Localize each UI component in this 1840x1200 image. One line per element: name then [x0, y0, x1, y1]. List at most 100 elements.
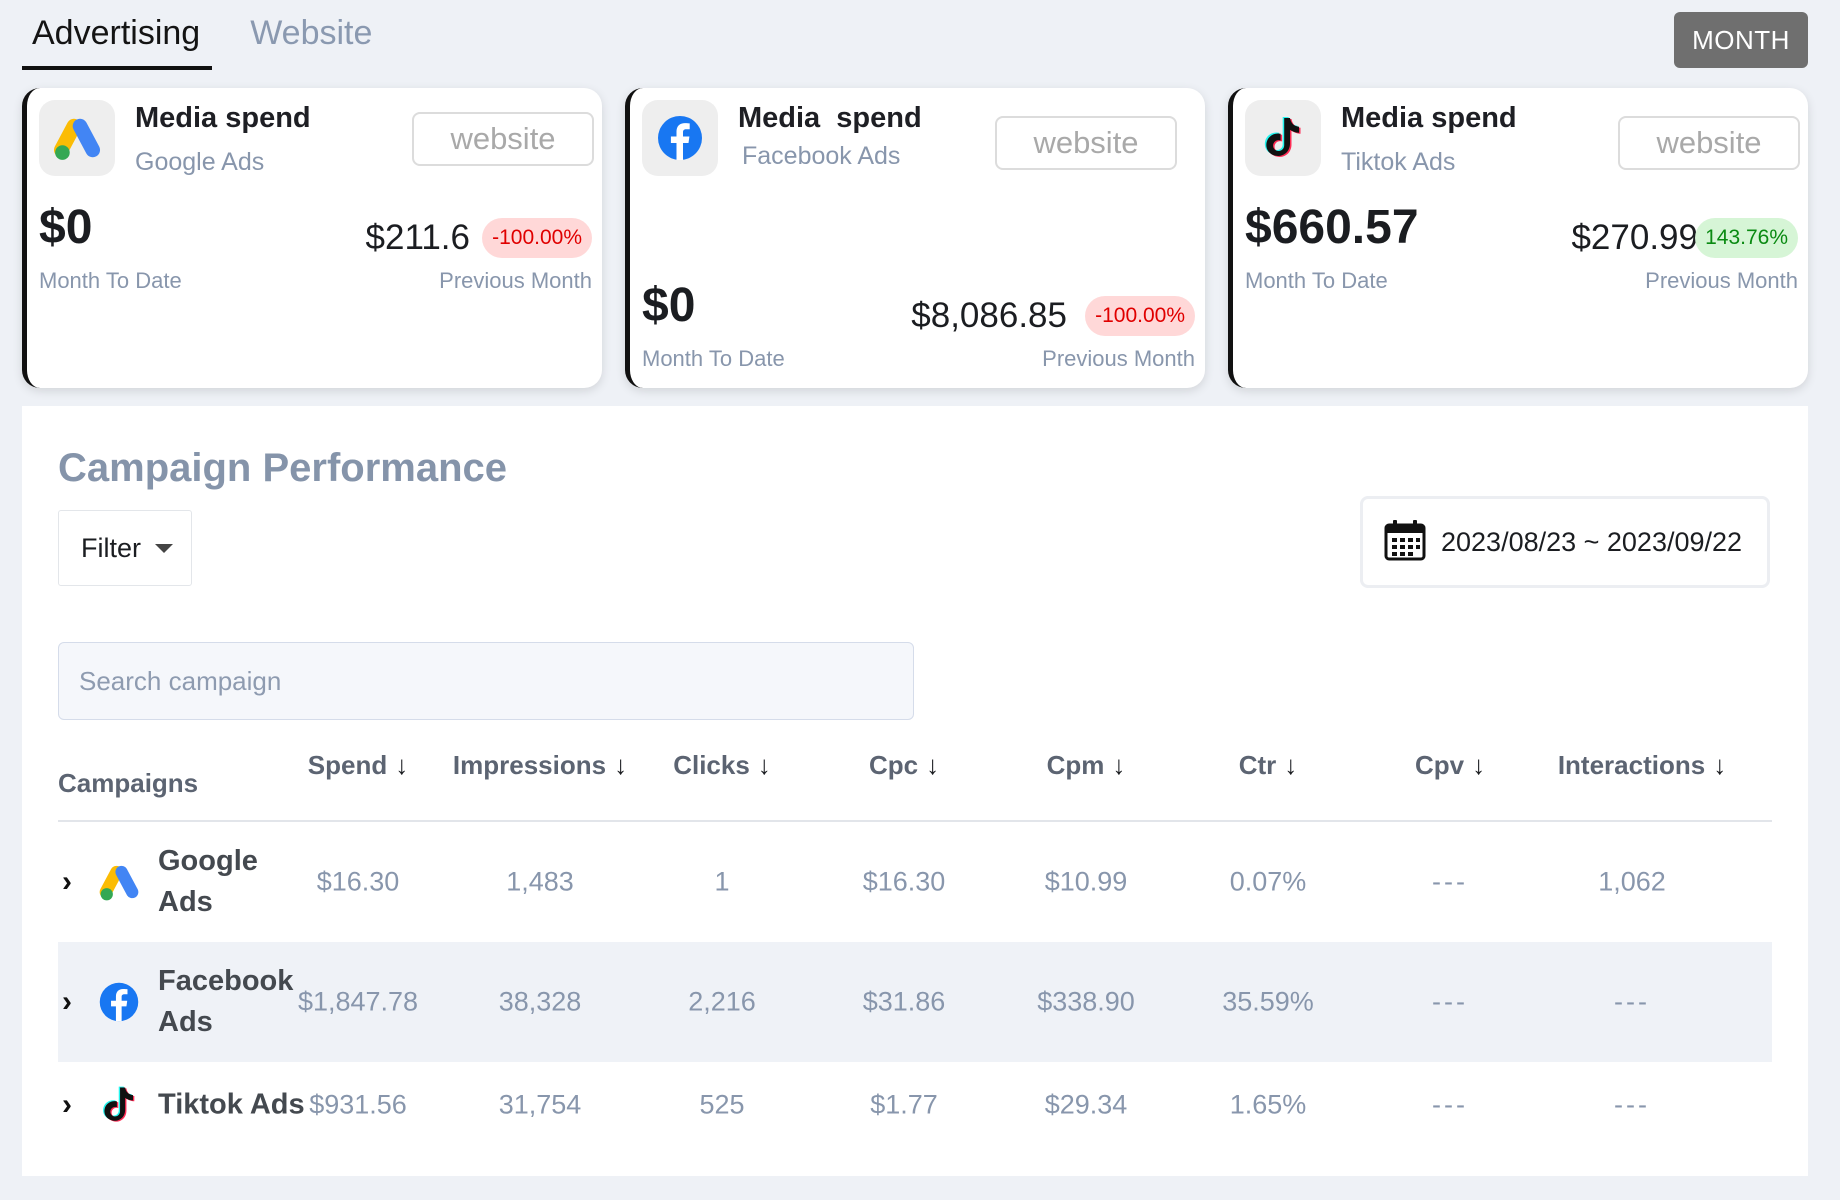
cell-cpm: $10.99 — [1044, 866, 1128, 897]
media-spend-card-google: Media spend Google Ads website $0 Month … — [22, 88, 602, 388]
column-header-campaigns: Campaigns — [58, 768, 199, 798]
cell-clicks: 1 — [714, 866, 730, 897]
month-to-date-value: $0 — [39, 201, 93, 254]
column-header-spend[interactable]: Spend ↓ — [268, 750, 448, 781]
column-header-clicks[interactable]: Clicks ↓ — [632, 750, 812, 781]
column-header-cpv[interactable]: Cpv ↓ — [1360, 750, 1540, 781]
month-to-date-label: Month To Date — [642, 346, 785, 371]
cell-cpv: --- — [1432, 1089, 1468, 1120]
panel-title: Campaign Performance — [58, 446, 508, 490]
cell-cpc: $16.30 — [862, 866, 946, 897]
card-title: Media spend — [1341, 102, 1517, 134]
tab-advertising[interactable]: Advertising — [22, 0, 213, 70]
media-spend-card-facebook: Media spend Facebook Ads website $0 Mont… — [625, 88, 1205, 388]
sort-arrow-icon: ↓ — [614, 750, 628, 780]
cell-interactions: --- — [1614, 1089, 1650, 1120]
table-row: › Google Ads $16.30 1,483 1 $16.30 $10.9… — [58, 822, 1772, 942]
card-platform: Facebook Ads — [742, 142, 901, 170]
tiktok-icon — [1245, 100, 1321, 176]
website-button[interactable]: website — [1618, 116, 1800, 170]
chevron-right-icon[interactable]: › — [62, 865, 72, 898]
cell-ctr: 35.59% — [1222, 986, 1314, 1017]
sort-arrow-icon: ↓ — [1713, 750, 1727, 780]
month-to-date-value: $0 — [642, 279, 696, 332]
cell-spend: $16.30 — [316, 866, 400, 897]
month-to-date-value: $660.57 — [1245, 201, 1419, 254]
change-badge: 143.76% — [1695, 218, 1798, 258]
cell-cpc: $31.86 — [862, 986, 946, 1017]
campaign-name: Google Ads — [158, 845, 258, 918]
cell-ctr: 1.65% — [1229, 1089, 1307, 1120]
column-header-ctr[interactable]: Ctr ↓ — [1178, 750, 1358, 781]
filter-dropdown[interactable]: Filter — [58, 510, 192, 586]
column-header-interactions[interactable]: Interactions ↓ — [1552, 750, 1732, 781]
website-button[interactable]: website — [995, 116, 1177, 170]
previous-month-value: $8,086.85 — [911, 296, 1067, 335]
card-title: Media spend — [135, 102, 311, 134]
google-ads-icon — [98, 861, 140, 903]
sort-arrow-icon: ↓ — [1472, 750, 1486, 780]
change-badge: -100.00% — [482, 218, 592, 258]
facebook-icon — [642, 100, 718, 176]
table-header: Campaigns Spend ↓ Impressions ↓ Clicks ↓ Cp… — [58, 736, 1772, 822]
card-title: Media spend — [738, 102, 922, 134]
period-month-button[interactable]: MONTH — [1674, 12, 1808, 68]
website-button[interactable]: website — [412, 112, 594, 166]
cell-ctr: 0.07% — [1229, 866, 1307, 897]
cell-cpm: $338.90 — [1037, 986, 1135, 1017]
column-label: Cpv — [1414, 750, 1465, 780]
month-to-date-label: Month To Date — [39, 268, 182, 293]
google-ads-icon — [39, 100, 115, 176]
cell-impressions: 38,328 — [498, 986, 582, 1017]
table-row: › Facebook Ads $1,847.78 38,328 2,216 $3… — [58, 942, 1772, 1062]
tiktok-icon — [98, 1084, 140, 1126]
cell-cpc: $1.77 — [870, 1089, 938, 1120]
caret-down-icon — [155, 543, 173, 553]
campaign-performance-panel: Campaign Performance Filter 2023/08/23 ~… — [22, 406, 1808, 1176]
sort-arrow-icon: ↓ — [395, 750, 409, 780]
sort-arrow-icon: ↓ — [1112, 750, 1126, 780]
facebook-icon — [98, 981, 140, 1023]
column-label: Spend — [307, 750, 388, 780]
tab-website[interactable]: Website — [250, 14, 373, 52]
column-label: Impressions — [452, 750, 607, 780]
previous-month-label: Previous Month — [1042, 346, 1195, 371]
media-spend-cards: Media spend Google Ads website $0 Month … — [22, 88, 1808, 388]
chevron-right-icon[interactable]: › — [62, 1088, 72, 1121]
card-platform: Tiktok Ads — [1341, 148, 1456, 176]
sort-arrow-icon: ↓ — [757, 750, 771, 780]
search-campaign-input[interactable] — [58, 642, 914, 720]
cell-spend: $1,847.78 — [297, 986, 419, 1017]
column-label: Cpm — [1046, 750, 1105, 780]
cell-spend: $931.56 — [309, 1089, 407, 1120]
sort-arrow-icon: ↓ — [926, 750, 940, 780]
top-tabs: Advertising Website — [22, 0, 382, 70]
column-label: Ctr — [1238, 750, 1277, 780]
campaign-table: Campaigns Spend ↓ Impressions ↓ Clicks ↓ Cp… — [58, 736, 1772, 1148]
cell-clicks: 525 — [699, 1089, 745, 1120]
previous-month-value: $270.99 — [1571, 218, 1698, 257]
calendar-icon — [1383, 518, 1427, 567]
table-row: › Tiktok Ads $931.56 31,754 525 $1.77 $2… — [58, 1062, 1772, 1148]
cell-impressions: 31,754 — [498, 1089, 582, 1120]
cell-interactions: 1,062 — [1598, 866, 1666, 897]
column-header-impressions[interactable]: Impressions ↓ — [450, 750, 630, 781]
column-label: Clicks — [673, 750, 750, 780]
cell-cpv: --- — [1432, 986, 1468, 1017]
cell-cpv: --- — [1432, 866, 1468, 897]
date-range-picker[interactable]: 2023/08/23 ~ 2023/09/22 — [1360, 496, 1770, 588]
column-label: Interactions — [1557, 750, 1706, 780]
previous-month-value: $211.6 — [365, 218, 470, 257]
previous-month-label: Previous Month — [439, 268, 592, 293]
cell-cpm: $29.34 — [1044, 1089, 1128, 1120]
cell-interactions: --- — [1614, 986, 1650, 1017]
media-spend-card-tiktok: Media spend Tiktok Ads website $660.57 M… — [1228, 88, 1808, 388]
cell-impressions: 1,483 — [506, 866, 574, 897]
campaign-name: Facebook Ads — [158, 965, 294, 1038]
column-header-cpm[interactable]: Cpm ↓ — [996, 750, 1176, 781]
sort-arrow-icon: ↓ — [1284, 750, 1298, 780]
column-header-cpc[interactable]: Cpc ↓ — [814, 750, 994, 781]
chevron-right-icon[interactable]: › — [62, 985, 72, 1018]
date-range-text: 2023/08/23 ~ 2023/09/22 — [1441, 526, 1743, 557]
campaign-name: Tiktok Ads — [158, 1088, 305, 1121]
